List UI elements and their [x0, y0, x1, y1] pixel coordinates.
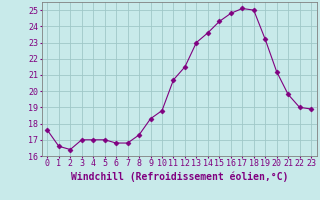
- X-axis label: Windchill (Refroidissement éolien,°C): Windchill (Refroidissement éolien,°C): [70, 171, 288, 182]
